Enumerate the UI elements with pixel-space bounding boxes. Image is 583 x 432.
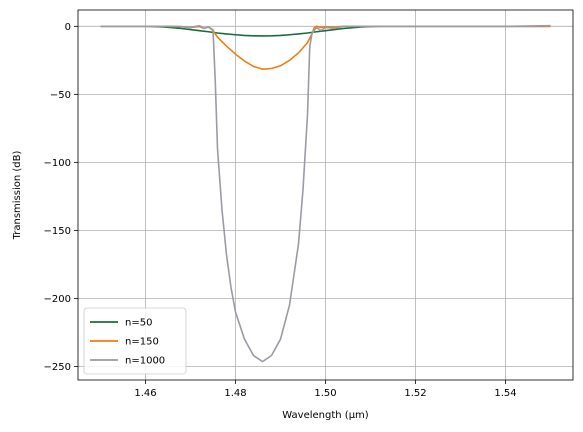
legend-entry: n=50 [125,318,152,329]
x-tick-label: 1.52 [404,388,426,399]
legend-entry: n=1000 [125,356,165,367]
y-axis-label: Transmission (dB) [12,151,23,241]
legend-entry: n=150 [125,337,159,348]
x-tick-label: 1.54 [494,388,516,399]
x-axis-label: Wavelength (μm) [282,410,369,421]
legend: n=50 n=150 n=1000 [83,307,187,375]
y-axis-ticks: 0 −50 −100 −150 −200 −250 [44,22,78,373]
y-tick-label: −50 [50,90,71,101]
x-tick-label: 1.50 [314,388,336,399]
legend-box [83,307,187,375]
x-tick-label: 1.48 [224,388,246,399]
series-lines [100,24,551,363]
y-tick-label: −100 [44,158,71,169]
series-line-3 [100,24,551,363]
y-tick-label: −200 [44,294,71,305]
y-tick-label: −250 [44,362,71,373]
x-axis-ticks: 1.46 1.48 1.50 1.52 1.54 [134,380,517,399]
y-tick-label: 0 [65,22,71,33]
x-tick-label: 1.46 [134,388,156,399]
y-tick-label: −150 [44,226,71,237]
